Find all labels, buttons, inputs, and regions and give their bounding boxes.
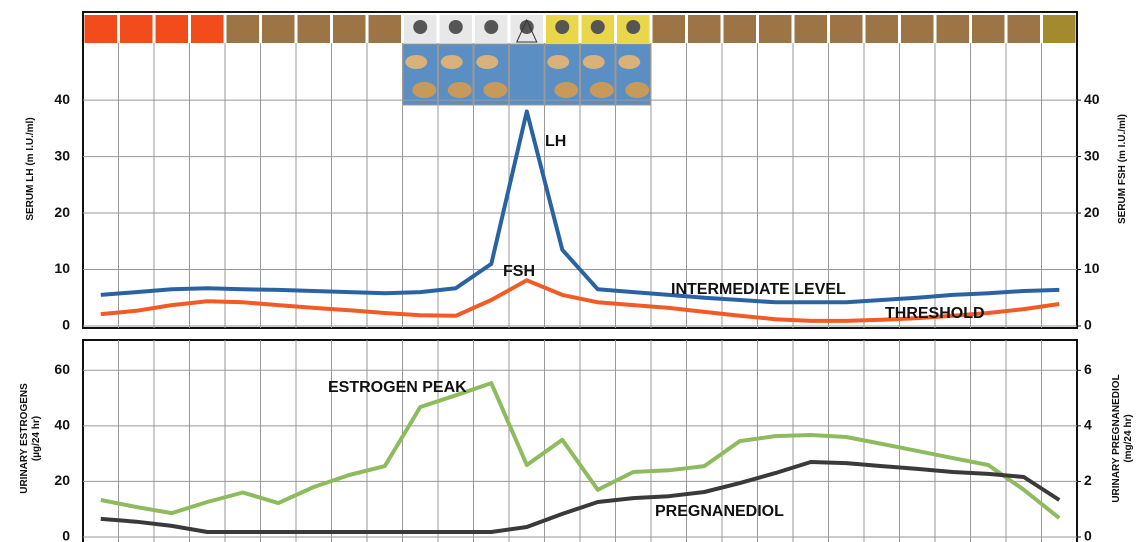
y2-axis-label-line: SERUM FSH (m I.U./ml) (1117, 114, 1128, 224)
y2-tick-label: 30 (1084, 147, 1100, 163)
series-line (100, 381, 1061, 520)
photo-shape (412, 82, 437, 98)
y2-tick-label: 4 (1084, 417, 1092, 433)
y2-tick-label: 20 (1084, 204, 1100, 220)
series-line (100, 278, 1060, 323)
y-axis-label: SERUM LH (m I.U./ml) (25, 117, 36, 220)
y-axis-label-line: (µg/24 hr) (31, 416, 42, 461)
y2-tick-label: 6 (1084, 361, 1092, 377)
photo-shape (483, 82, 508, 98)
annotation: THRESHOLD (885, 305, 985, 322)
y2-tick-label: 10 (1084, 260, 1100, 276)
phase-cell (901, 15, 934, 43)
series-label: LH (545, 133, 566, 150)
portrait-icon (590, 20, 605, 34)
series-label: FSH (503, 263, 535, 280)
photo-shape (476, 55, 499, 69)
phase-cell (830, 15, 863, 43)
series-label: PREGNANEDIOL (655, 503, 784, 520)
phase-cell (1043, 15, 1076, 43)
phase-cell (84, 15, 117, 43)
series-line (100, 460, 1061, 534)
photo-shape (447, 82, 472, 98)
phase-cell (191, 15, 224, 43)
y-tick-label: 20 (54, 472, 70, 488)
portrait-icon (448, 20, 463, 34)
phase-cell (368, 15, 401, 43)
portrait-icon (413, 20, 428, 34)
portrait-icon (626, 20, 641, 34)
phase-cell (262, 15, 295, 43)
photo-shape (440, 55, 463, 69)
y-tick-label: 60 (54, 361, 70, 377)
y2-tick-label: 2 (1084, 472, 1092, 488)
annotation: INTERMEDIATE LEVEL (671, 281, 846, 298)
phase-cell (759, 15, 792, 43)
phase-cell (226, 15, 259, 43)
phase-cell (297, 15, 330, 43)
y-tick-label: 30 (54, 147, 70, 163)
phase-cell (972, 15, 1005, 43)
phase-cell (333, 15, 366, 43)
portrait-icon (519, 20, 534, 34)
y-tick-label: 20 (54, 204, 70, 220)
photo-shape (582, 55, 605, 69)
y2-tick-label: 40 (1084, 91, 1100, 107)
phase-cell (936, 15, 969, 43)
y2-axis-label-line: URINARY PREGNANEDIOL (1111, 374, 1122, 502)
photo-shape (554, 82, 579, 98)
y2-tick-label: 0 (1084, 528, 1092, 542)
y2-axis-label-line: (mg/24 hr) (1123, 414, 1134, 462)
photo-shape (547, 55, 570, 69)
portrait-icon (555, 20, 570, 34)
phase-cell (688, 15, 721, 43)
y-axis-label-line: SERUM LH (m I.U./ml) (25, 117, 36, 220)
y-tick-label: 40 (54, 417, 70, 433)
annotation: ESTROGEN PEAK (328, 379, 467, 396)
y-axis-label: URINARY ESTROGENS(µg/24 hr) (19, 383, 42, 494)
y2-axis-label: URINARY PREGNANEDIOL(mg/24 hr) (1111, 374, 1134, 502)
portrait-icon (484, 20, 499, 34)
y-tick-label: 10 (54, 260, 70, 276)
photo-shape (405, 55, 428, 69)
peak-marker (515, 18, 538, 43)
photo-shape (589, 82, 614, 98)
phase-cell (1007, 15, 1040, 43)
phase-cell (865, 15, 898, 43)
y-axis-label-line: URINARY ESTROGENS (19, 383, 30, 494)
y-tick-label: 0 (62, 317, 70, 333)
y-tick-label: 0 (62, 528, 70, 542)
phase-cell (652, 15, 685, 43)
y-tick-label: 40 (54, 91, 70, 107)
phase-cell (120, 15, 153, 43)
photo (509, 43, 545, 106)
y2-tick-label: 0 (1084, 317, 1092, 333)
phase-cell (723, 15, 756, 43)
y2-axis-label: SERUM FSH (m I.U./ml) (1117, 114, 1128, 224)
phase-cell (794, 15, 827, 43)
series-line (100, 109, 1060, 305)
photo-shape (625, 82, 650, 98)
phase-cell (155, 15, 188, 43)
photo-shape (618, 55, 641, 69)
